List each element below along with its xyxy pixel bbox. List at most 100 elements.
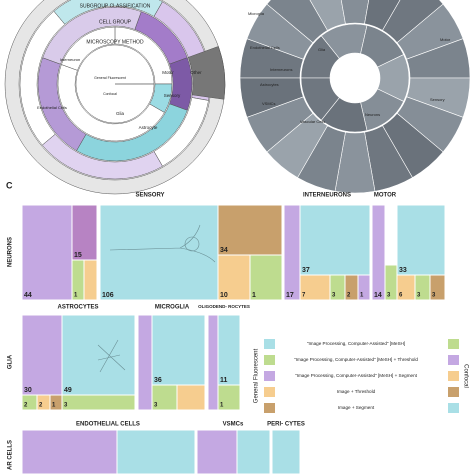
- sunburst-label: Interneurons: [270, 67, 292, 72]
- treemap-cell: [271, 429, 301, 474]
- treemap-cell: [137, 314, 153, 411]
- legend-swatch: [264, 339, 275, 349]
- treemap-cell: [283, 204, 301, 301]
- cell-count: 49: [64, 387, 72, 394]
- group-label: PERI- CYTES: [267, 422, 305, 428]
- cell-count: 1: [360, 293, 364, 299]
- treemap-cell: [61, 314, 136, 396]
- cell-count: 3: [417, 293, 421, 299]
- group-label: INTERNEURONS: [303, 193, 351, 199]
- treemap-cell: [217, 314, 241, 386]
- treemap-cell: [83, 259, 98, 301]
- treemap-cell: [99, 204, 219, 301]
- ring-segment: [75, 44, 155, 124]
- treemap-cell: [217, 384, 241, 411]
- legend-swatch: [264, 371, 275, 381]
- center: [331, 54, 379, 102]
- left-sunburst: SUBGROUP CLASSIFICATION CELL GROUP MICROSC…: [4, 0, 226, 195]
- treemap-cell: [249, 254, 283, 301]
- cell-count: 34: [220, 247, 228, 254]
- treemap-cell: [21, 204, 73, 301]
- cell-count: 7: [302, 293, 306, 299]
- treemap-cell: [196, 429, 238, 474]
- sunburst-label: Endothelial Cells: [250, 45, 280, 50]
- legend-text: "Image Processing, Computer-Assisted" [M…: [307, 341, 405, 346]
- group-label: SENSORY: [135, 193, 164, 199]
- sunburst-label: Microglia: [248, 11, 265, 16]
- cell-count: 3: [387, 293, 391, 299]
- treemap-cell: [357, 274, 371, 301]
- cell-sketch: [97, 339, 126, 373]
- panel-label: C: [6, 180, 13, 190]
- treemap-cell: [116, 429, 196, 474]
- cell-count: 3: [154, 403, 158, 409]
- cell-count: 37: [302, 267, 310, 274]
- group-label: OLIGODEND- ROCYTES: [198, 304, 250, 309]
- sunburst-label: Glia: [318, 47, 326, 52]
- treemap-cell: [21, 314, 63, 396]
- legend-text: "Image Processing, Computer-Assisted" [M…: [295, 373, 418, 378]
- group-label: ASTROCYTES: [57, 305, 98, 311]
- legend-group: Confocal: [462, 364, 468, 388]
- legend-group: General Fluorescent: [254, 348, 260, 403]
- sunburst-label: Interneuron: [60, 57, 80, 62]
- treemap-cell: [299, 204, 371, 276]
- legend-swatch: [264, 403, 275, 413]
- cell-count: 1: [220, 403, 224, 409]
- sunburst-label: Neurons: [365, 112, 380, 117]
- legend-swatch: [448, 355, 459, 365]
- cell-count: 2: [39, 403, 43, 409]
- sunburst-label: General Fluorescent: [94, 76, 126, 80]
- sunburst-label: CELL GROUP: [99, 19, 132, 25]
- row-label: NEURONS: [8, 237, 14, 267]
- treemap-cell: [21, 429, 118, 474]
- cell-count: 44: [24, 292, 32, 299]
- sunburst-label: Other: [190, 70, 202, 75]
- sunburst-label: Motor: [162, 70, 174, 75]
- cell-count: 1: [252, 292, 256, 299]
- cell-count: 3: [64, 403, 68, 409]
- treemap-cell: [151, 314, 206, 386]
- treemap-cell: [176, 384, 206, 411]
- legend-text: Image + Segment: [338, 405, 375, 410]
- cell-count: 36: [154, 377, 162, 384]
- ring-segment: [300, 77, 340, 121]
- treemap-cell: [151, 384, 178, 411]
- group-label: ENDOTHELIAL CELLS: [76, 422, 140, 428]
- cell-count: 3: [432, 293, 436, 299]
- cell-sketch: [184, 236, 200, 252]
- cell-sketch: [109, 224, 216, 263]
- treemap-cell: [217, 254, 251, 301]
- sunburst-label: Glia: [116, 111, 124, 116]
- row-label: AR CELLS: [8, 440, 14, 470]
- cell-count: 3: [332, 293, 336, 299]
- sunburst-label: MICROSCOPY METHOD: [86, 39, 144, 45]
- group-label: MICROGLIA: [155, 305, 190, 311]
- sunburst-label: Astrocyte: [139, 125, 158, 130]
- treemap-cell: [299, 274, 331, 301]
- ring-segment: [340, 0, 370, 25]
- sunburst-label: Vascular Cells: [300, 119, 325, 124]
- ring-segment: [53, 0, 163, 25]
- row-label: GLIA: [8, 354, 14, 369]
- legend-swatch: [448, 339, 459, 349]
- legend-swatch: [264, 387, 275, 397]
- legend-swatch: [448, 403, 459, 413]
- cell-count: 17: [286, 292, 294, 299]
- sunburst-label: VSMCs: [262, 101, 276, 106]
- ring-segment: [61, 26, 116, 71]
- right-sunburst: Microglia Glia Endothelial Cells Astrocytes…: [239, 0, 471, 194]
- sunburst-label: Astrocytes: [260, 82, 279, 87]
- cell-count: 2: [347, 293, 351, 299]
- ring-segment: [169, 57, 193, 111]
- ring-segment: [309, 0, 346, 31]
- sunburst-label: Confocal: [103, 92, 117, 96]
- ring-segment: [239, 77, 304, 118]
- ring-segment: [42, 6, 142, 65]
- legend-text: Image + Threshold: [337, 389, 376, 394]
- sunburst-label: Sensory: [430, 97, 445, 102]
- treemap-cell: [61, 394, 136, 411]
- sunburst-label: Sensory: [164, 93, 181, 98]
- cell-count: 1: [52, 403, 56, 409]
